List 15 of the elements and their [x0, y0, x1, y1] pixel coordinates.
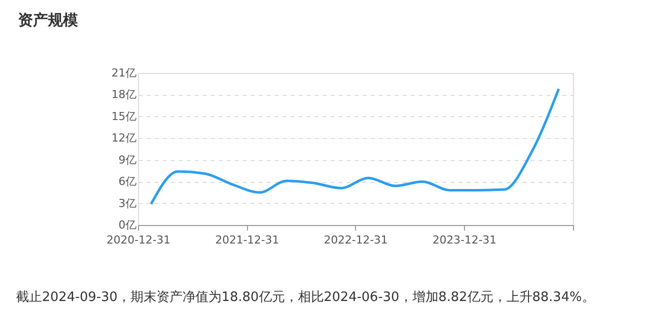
- y-tick-label: 0亿: [118, 218, 136, 232]
- y-tick-label: 18亿: [112, 88, 136, 102]
- y-tick-label: 15亿: [112, 110, 136, 123]
- x-tick-label: 2022-12-31: [324, 234, 388, 246]
- x-tick-label: 2023-12-31: [432, 234, 496, 246]
- y-tick-label: 3亿: [118, 196, 136, 210]
- text: 截止2024-09-30，期末资产净值为18.80亿元，相比2024-06-30，增加8.82亿元，上升88.34%。: [16, 290, 595, 305]
- chart-title: 资产规模: [18, 11, 79, 29]
- y-tick-label: 6亿: [118, 175, 136, 188]
- y-tick-label: 12亿: [112, 132, 136, 145]
- x-tick-label: 2020-12-31: [106, 234, 170, 246]
- y-tick-label: 9亿: [118, 153, 136, 166]
- x-tick-label: 2021-12-31: [215, 234, 280, 246]
- y-tick-label: 21亿: [112, 66, 136, 80]
- line-series: [150, 88, 560, 206]
